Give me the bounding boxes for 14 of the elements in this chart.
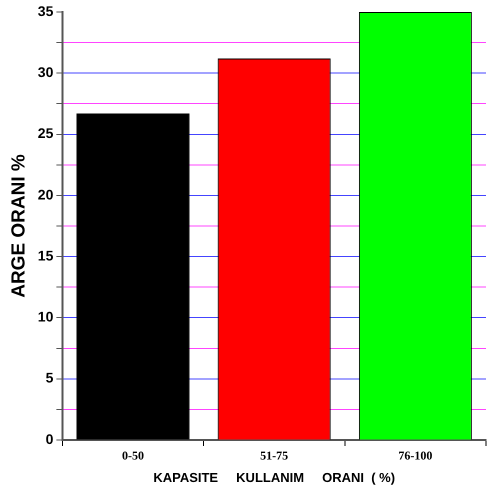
- y-tick-label: 25: [38, 125, 54, 142]
- y-tick-label: 5: [46, 370, 54, 386]
- y-tick-label: 30: [38, 64, 54, 80]
- y-tick-label: 10: [38, 308, 54, 325]
- y-axis-title: ARGE ORANI %: [8, 154, 30, 298]
- x-axis-title: KAPASITE KULLANIM ORANI ( %): [153, 470, 396, 485]
- y-tick-label: 20: [38, 186, 54, 202]
- y-tick-label: 15: [38, 247, 54, 264]
- y-tick-label: 35: [38, 2, 54, 19]
- x-tick-label: 76-100: [398, 448, 432, 462]
- x-tick-label: 0-50: [122, 448, 144, 462]
- x-tick-label: 51-75: [260, 448, 288, 462]
- bar: [76, 113, 190, 440]
- y-tick-label: 0: [46, 430, 54, 447]
